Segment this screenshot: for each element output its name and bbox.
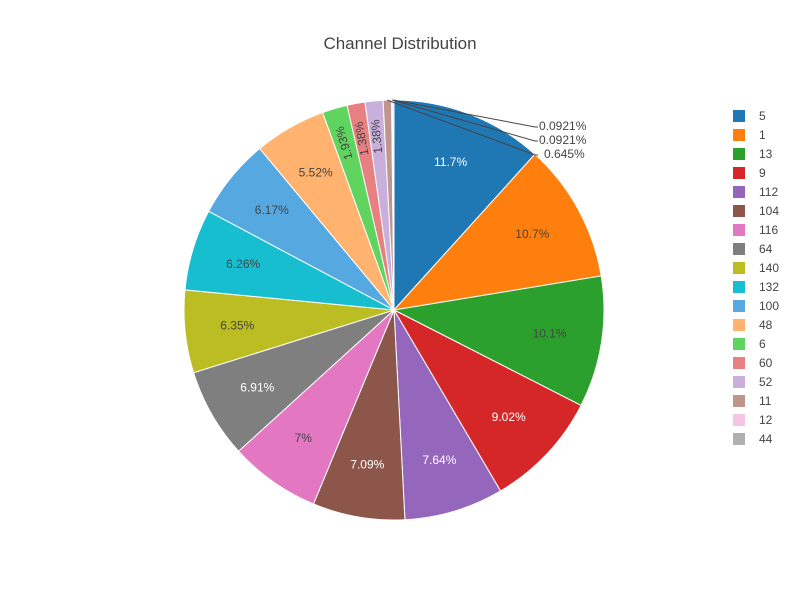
legend-swatch: [733, 261, 745, 274]
legend-swatch: [733, 242, 745, 255]
leader-line-44: [393, 99, 538, 128]
legend-swatch: [733, 128, 745, 141]
legend-item-112[interactable]: 112: [733, 182, 793, 201]
slice-label-9: 9.02%: [492, 410, 526, 424]
legend-label: 60: [759, 355, 773, 370]
legend-item-1[interactable]: 1: [733, 125, 793, 144]
legend-swatch: [733, 337, 745, 350]
pie-slice-112: [393, 309, 502, 521]
legend-item-116[interactable]: 116: [733, 220, 793, 239]
slice-label-64: 6.91%: [240, 380, 274, 394]
legend-label: 48: [759, 317, 773, 332]
slice-label-44: 0.0921%: [539, 119, 587, 133]
slice-label-112: 7.64%: [422, 453, 456, 467]
legend-swatch: [733, 223, 745, 236]
legend-swatch: [733, 394, 745, 407]
legend-item-140[interactable]: 140: [733, 258, 793, 277]
legend-label: 64: [759, 241, 773, 256]
legend-item-9[interactable]: 9: [733, 163, 793, 182]
legend-item-6[interactable]: 6: [733, 334, 793, 353]
leader-line-11: [387, 99, 538, 156]
slice-label-1: 10.7%: [515, 227, 549, 241]
legend-item-104[interactable]: 104: [733, 201, 793, 220]
legend-label: 11: [759, 393, 772, 408]
slice-label-116: 7%: [295, 431, 313, 445]
legend-label: 112: [759, 184, 779, 199]
legend-label: 13: [759, 146, 773, 161]
slice-label-48: 5.52%: [299, 165, 333, 179]
slice-label-11: 0.645%: [544, 147, 585, 161]
legend-swatch: [733, 413, 745, 426]
leader-line-12: [392, 99, 538, 142]
legend-item-44[interactable]: 44: [733, 429, 793, 448]
legend-item-12[interactable]: 12: [733, 410, 793, 429]
slice-label-104: 7.09%: [350, 457, 384, 471]
legend-label: 116: [759, 222, 779, 237]
slice-label-132: 6.26%: [226, 257, 260, 271]
legend-label: 9: [759, 165, 766, 180]
legend-label: 6: [759, 336, 766, 351]
legend-swatch: [733, 280, 745, 293]
legend-item-11[interactable]: 11: [733, 391, 793, 410]
legend-item-48[interactable]: 48: [733, 315, 793, 334]
legend-swatch: [733, 166, 745, 179]
legend-swatch: [733, 185, 745, 198]
legend-swatch: [733, 356, 745, 369]
slice-label-12: 0.0921%: [539, 133, 587, 147]
legend-label: 132: [759, 279, 780, 294]
slice-label-100: 6.17%: [255, 203, 289, 217]
legend-item-52[interactable]: 52: [733, 372, 793, 391]
legend-label: 12: [759, 412, 773, 427]
legend-label: 104: [759, 203, 780, 218]
legend-label: 1: [759, 127, 766, 142]
chart-title: Channel Distribution: [323, 34, 477, 53]
legend-swatch: [733, 299, 745, 312]
slice-label-140: 6.35%: [220, 318, 254, 332]
legend-swatch: [733, 375, 745, 388]
slice-label-60: 1.38%: [352, 120, 372, 156]
pie-slice-13: [392, 275, 605, 407]
legend-item-64[interactable]: 64: [733, 239, 793, 258]
legend-item-13[interactable]: 13: [733, 144, 793, 163]
legend-label: 140: [759, 260, 780, 275]
pie-slice-1: [392, 153, 602, 311]
legend-swatch: [733, 147, 745, 160]
legend-swatch: [733, 318, 745, 331]
pie-slice-9: [392, 308, 582, 492]
legend-item-60[interactable]: 60: [733, 353, 793, 372]
legend-label: 5: [759, 108, 766, 123]
slice-label-5: 11.7%: [434, 155, 467, 169]
legend-swatch: [733, 109, 745, 122]
legend-item-100[interactable]: 100: [733, 296, 793, 315]
legend-swatch: [733, 432, 745, 445]
slice-label-13: 10.1%: [533, 326, 567, 340]
legend-label: 52: [759, 374, 773, 389]
legend: 5 1 13 9 112 104 116 64 140 132 100 48 6 60 52 11 12 44: [733, 106, 793, 448]
legend-label: 100: [759, 298, 780, 313]
slice-label-52: 1.38%: [368, 119, 385, 155]
legend-item-132[interactable]: 132: [733, 277, 793, 296]
legend-swatch: [733, 204, 745, 217]
legend-item-5[interactable]: 5: [733, 106, 793, 125]
legend-label: 44: [759, 431, 773, 446]
